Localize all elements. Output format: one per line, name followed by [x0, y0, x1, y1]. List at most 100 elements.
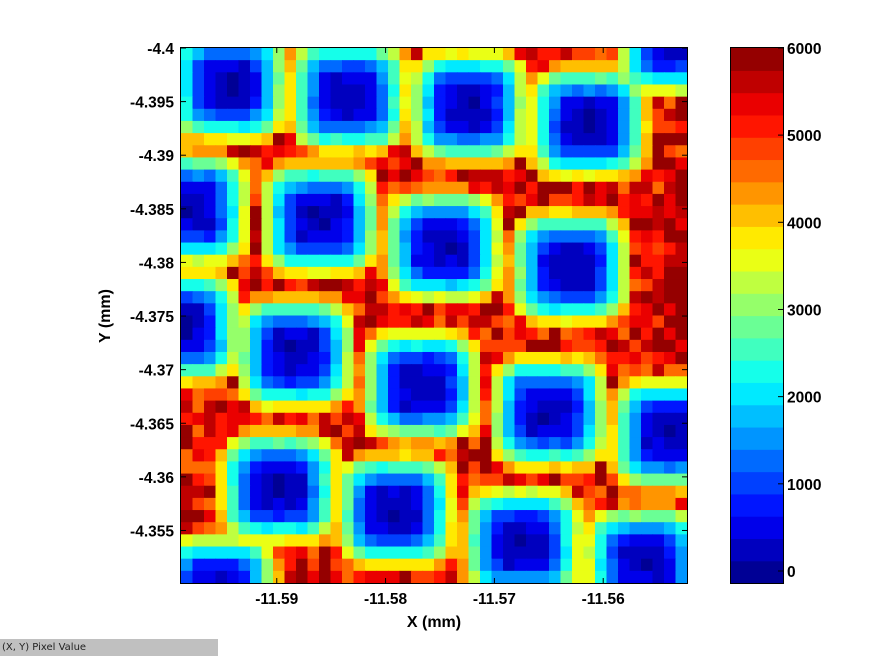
- heatmap-cell: [675, 546, 688, 560]
- heatmap-cell: [227, 206, 240, 219]
- heatmap-cell: [192, 461, 205, 475]
- heatmap-cell: [353, 315, 366, 329]
- heatmap-cell: [296, 522, 309, 535]
- heatmap-cell: [296, 473, 309, 487]
- heatmap-cell: [238, 449, 251, 463]
- heatmap-cell: [606, 534, 619, 548]
- heatmap-cell: [641, 108, 654, 122]
- heatmap-cell: [572, 558, 585, 572]
- heatmap-cell: [261, 412, 274, 426]
- heatmap-cell: [181, 400, 194, 414]
- heatmap-cell: [204, 230, 217, 244]
- heatmap-cell: [526, 449, 539, 463]
- heatmap-cell: [422, 522, 435, 535]
- heatmap-cell: [595, 315, 608, 329]
- heatmap-cell: [261, 424, 274, 438]
- heatmap-cell: [434, 570, 447, 584]
- heatmap-cell: [572, 461, 585, 475]
- heatmap-cell: [342, 84, 355, 98]
- heatmap-cell: [296, 497, 309, 511]
- heatmap-cell: [445, 388, 458, 402]
- heatmap-cell: [365, 315, 378, 329]
- heatmap-cell: [388, 412, 401, 426]
- heatmap-cell: [181, 266, 194, 280]
- heatmap-cell: [572, 291, 585, 304]
- heatmap-cell: [572, 48, 585, 61]
- heatmap-cell: [652, 266, 665, 280]
- heatmap-cell: [376, 558, 389, 572]
- heatmap-cell: [250, 60, 263, 73]
- heatmap-cell: [250, 376, 263, 390]
- heatmap-cell: [514, 315, 527, 329]
- heatmap-cell: [388, 546, 401, 560]
- heatmap-cell: [388, 497, 401, 511]
- heatmap-cell: [641, 437, 654, 450]
- heatmap-cell: [480, 133, 493, 146]
- heatmap-cell: [468, 522, 481, 535]
- heatmap-cell: [618, 364, 631, 377]
- heatmap-cell: [376, 351, 389, 365]
- heatmap-cell: [307, 473, 320, 487]
- heatmap-cell: [549, 364, 562, 377]
- heatmap-cell: [399, 48, 412, 61]
- heatmap-cell: [365, 449, 378, 463]
- colorbar: [731, 48, 783, 584]
- heatmap-cell: [238, 522, 251, 535]
- heatmap-cell: [468, 60, 481, 73]
- heatmap-cell: [652, 327, 665, 341]
- heatmap-cell: [399, 145, 412, 159]
- heatmap-cell: [422, 230, 435, 244]
- heatmap-cell: [572, 72, 585, 86]
- heatmap-cell: [595, 279, 608, 292]
- heatmap-cell: [192, 169, 205, 183]
- heatmap-cell: [204, 303, 217, 317]
- heatmap-cell: [204, 558, 217, 572]
- heatmap-cell: [664, 558, 677, 572]
- heatmap-cell: [376, 206, 389, 219]
- heatmap-cell: [204, 181, 217, 195]
- heatmap-cell: [572, 315, 585, 329]
- heatmap-cell: [365, 291, 378, 304]
- heatmap-cell: [652, 339, 665, 353]
- heatmap-cell: [445, 145, 458, 159]
- heatmap-cell: [307, 218, 320, 231]
- heatmap-cell: [514, 534, 527, 548]
- heatmap-cell: [250, 437, 263, 450]
- heatmap-cell: [652, 449, 665, 463]
- heatmap-cell: [376, 279, 389, 292]
- heatmap-cell: [296, 437, 309, 450]
- heatmap-cell: [664, 376, 677, 390]
- heatmap-cell: [215, 400, 228, 414]
- heatmap-cell: [261, 315, 274, 329]
- heatmap-cell: [204, 364, 217, 377]
- heatmap-cell: [549, 193, 562, 207]
- heatmap-cell: [215, 279, 228, 292]
- heatmap-cell: [583, 315, 596, 329]
- heatmap-cell: [434, 169, 447, 183]
- heatmap-cell: [606, 169, 619, 183]
- heatmap-cell: [457, 473, 470, 487]
- heatmap-cell: [215, 291, 228, 304]
- heatmap-cell: [652, 570, 665, 584]
- heatmap-cell: [641, 497, 654, 511]
- heatmap-cell: [238, 266, 251, 280]
- heatmap-cell: [491, 169, 504, 183]
- heatmap-cell: [572, 120, 585, 134]
- heatmap-cell: [664, 327, 677, 341]
- heatmap-cell: [618, 534, 631, 548]
- heatmap-cell: [537, 266, 550, 280]
- heatmap-cell: [618, 193, 631, 207]
- heatmap-cell: [641, 291, 654, 304]
- heatmap-cell: [250, 303, 263, 317]
- heatmap-cell: [572, 376, 585, 390]
- heatmap-cell: [238, 169, 251, 183]
- heatmap-cell: [307, 376, 320, 390]
- heatmap-cell: [250, 206, 263, 219]
- heatmap-cell: [296, 169, 309, 183]
- heatmap-cell: [250, 242, 263, 256]
- heatmap-cell: [664, 388, 677, 402]
- heatmap-cell: [537, 437, 550, 450]
- heatmap-cell: [353, 96, 366, 110]
- heatmap-cell: [227, 254, 240, 268]
- heatmap-cell: [468, 291, 481, 304]
